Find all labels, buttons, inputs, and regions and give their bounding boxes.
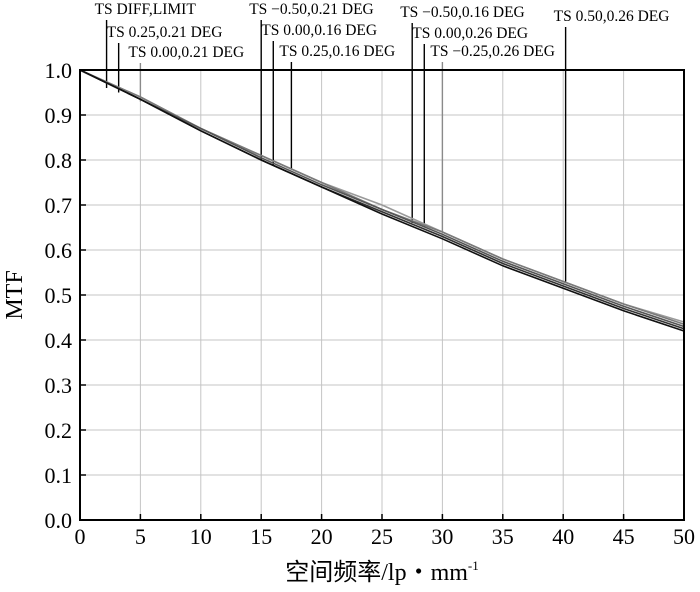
x-tick-label: 5 bbox=[135, 524, 146, 549]
x-axis-label: 空间频率/lp・mm-1 bbox=[285, 558, 479, 586]
x-tick-label: 40 bbox=[552, 524, 574, 549]
y-tick-label: 0.8 bbox=[45, 148, 73, 173]
annotation-label: TS 0.00,0.26 DEG bbox=[412, 25, 528, 42]
y-tick-label: 0.7 bbox=[45, 193, 73, 218]
y-tick-label: 0.3 bbox=[45, 373, 73, 398]
x-tick-label: 0 bbox=[75, 524, 86, 549]
x-tick-label: 45 bbox=[613, 524, 635, 549]
annotation-label: TS 0.50,0.26 DEG bbox=[554, 8, 670, 25]
x-axis-label-superscript: -1 bbox=[468, 558, 479, 573]
series-line bbox=[79, 69, 685, 332]
x-tick-label: 10 bbox=[190, 524, 212, 549]
x-tick-label: 25 bbox=[371, 524, 393, 549]
y-tick-label: 0.4 bbox=[45, 328, 73, 353]
y-tick-label: 0.1 bbox=[45, 463, 73, 488]
annotation-label: TS 0.25,0.21 DEG bbox=[107, 24, 223, 41]
annotation-leaders bbox=[105, 20, 567, 282]
axis-ticks: 0 5 10 15 20 25 30 35 40 45 50 0.0 0.1 0.2 0.3 0.4 0.5 0.… bbox=[45, 58, 696, 549]
series-lines bbox=[79, 69, 685, 332]
y-tick-label: 0.2 bbox=[45, 418, 73, 443]
x-axis-label-text: 空间频率/lp・mm bbox=[285, 559, 468, 586]
x-tick-label: 20 bbox=[311, 524, 333, 549]
series-line bbox=[79, 69, 685, 328]
y-tick-label: 0.6 bbox=[45, 238, 73, 263]
annotation-label: TS 0.00,0.21 DEG bbox=[128, 44, 244, 61]
x-tick-label: 30 bbox=[431, 524, 453, 549]
annotation-label: TS 0.00,0.16 DEG bbox=[261, 22, 377, 39]
x-tick-label: 15 bbox=[250, 524, 272, 549]
annotation-label: TS 0.25,0.16 DEG bbox=[279, 43, 395, 60]
annotation-label: TS −0.25,0.26 DEG bbox=[430, 43, 555, 60]
annotation-label: TS DIFF,LIMIT bbox=[95, 1, 197, 18]
y-tick-label: 1.0 bbox=[45, 58, 73, 83]
annotation-labels: TS DIFF,LIMIT TS 0.25,0.21 DEG TS 0.00,0.2… bbox=[95, 1, 670, 61]
annotation-label: TS −0.50,0.16 DEG bbox=[400, 4, 525, 21]
y-tick-label: 0.9 bbox=[45, 103, 73, 128]
annotation-label: TS −0.50,0.21 DEG bbox=[249, 1, 374, 18]
y-tick-label: 0.0 bbox=[45, 508, 73, 533]
y-tick-label: 0.5 bbox=[45, 283, 73, 308]
x-tick-label: 50 bbox=[673, 524, 695, 549]
y-axis-label: MTF bbox=[2, 270, 28, 319]
x-tick-label: 35 bbox=[492, 524, 514, 549]
